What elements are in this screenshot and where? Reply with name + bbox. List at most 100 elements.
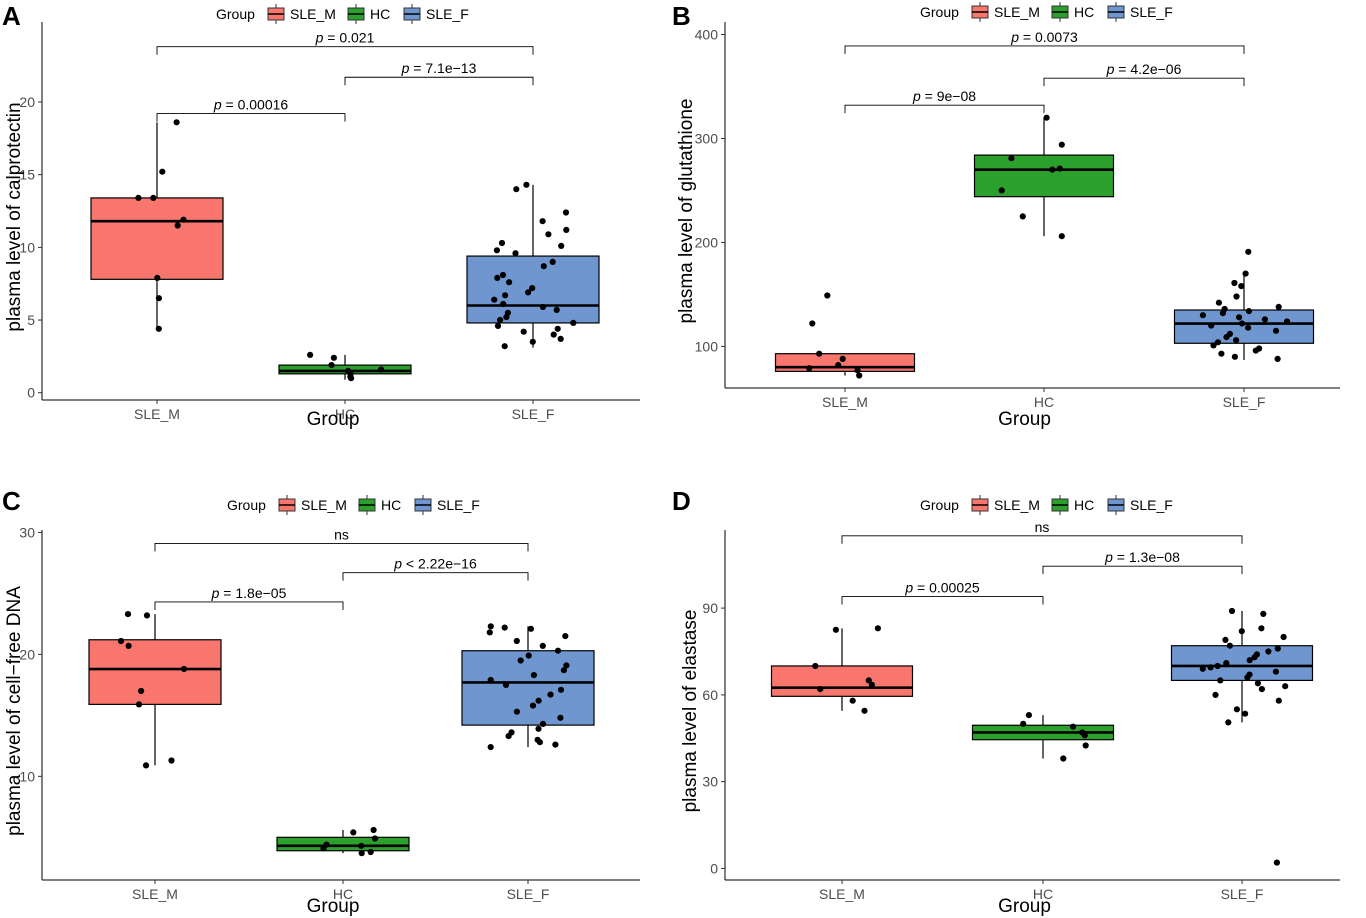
data-point (1273, 859, 1280, 866)
y-tick-label: 30 (19, 524, 35, 540)
data-point (530, 672, 538, 679)
data-point (535, 725, 542, 732)
data-point (549, 258, 556, 265)
legend-label: SLE_M (290, 6, 336, 22)
data-point (547, 691, 554, 698)
data-point (1222, 636, 1229, 644)
data-point (180, 216, 187, 223)
data-point (1081, 732, 1088, 739)
data-point (812, 662, 819, 670)
data-point (138, 687, 145, 695)
x-axis-title: Group (998, 409, 1051, 430)
bracket-line (156, 46, 534, 55)
box-iqr (1173, 309, 1315, 344)
data-point (502, 681, 510, 689)
data-point (501, 624, 508, 631)
comparison-bracket: p = 1.8e−05 (154, 585, 344, 610)
data-point (1242, 710, 1249, 717)
panel-letter: A (2, 1, 21, 31)
significance-label: p = 0.0073 (1010, 29, 1078, 45)
data-point (1265, 648, 1272, 655)
y-tick-label: 0 (27, 385, 35, 401)
significance-label: p = 0.00016 (213, 97, 289, 113)
significance-label: ns (334, 526, 349, 542)
data-point (494, 322, 502, 329)
significance-label: p < 2.22e−16 (393, 556, 477, 572)
data-point (487, 676, 494, 684)
data-point (1223, 660, 1230, 667)
box-iqr (88, 639, 222, 705)
x-tick-label: HC (333, 886, 353, 902)
data-point (328, 362, 335, 369)
y-tick-label: 20 (19, 646, 35, 662)
data-point (1272, 327, 1280, 334)
bracket-line (342, 572, 529, 581)
data-point (557, 686, 565, 693)
data-point (552, 741, 559, 748)
legend-label: SLE_F (1130, 4, 1173, 20)
legend-label: SLE_M (994, 497, 1040, 513)
data-point (1207, 664, 1214, 671)
data-point (371, 835, 378, 842)
y-tick-label: 90 (702, 600, 718, 616)
data-point (570, 319, 577, 326)
data-point (143, 612, 151, 619)
legend-key-sle_f (1107, 495, 1125, 515)
legend-key-sle_m (971, 495, 989, 515)
data-point (539, 642, 546, 650)
comparison-bracket: p < 2.22e−16 (342, 556, 529, 581)
data-point (135, 194, 142, 201)
bracket-line (844, 104, 1045, 114)
data-point (563, 226, 570, 233)
box-hc (971, 715, 1115, 759)
data-point (1008, 155, 1015, 162)
data-point (536, 739, 544, 746)
data-point (1020, 720, 1027, 727)
bracket-line (841, 535, 1243, 544)
legend-label: SLE_M (301, 497, 347, 513)
box-sle_f (1173, 273, 1315, 360)
data-point (1245, 248, 1252, 255)
data-point (486, 629, 493, 636)
data-point (865, 677, 872, 684)
legend-key-hc (358, 495, 376, 515)
data-point (1246, 657, 1253, 664)
y-axis-title: plasma level of glutathione (676, 99, 697, 324)
data-point (505, 733, 512, 740)
data-point (854, 367, 861, 374)
box-iqr (278, 364, 412, 375)
panel-b: B Group SLE_M HC SLE_F 100 200 300 400 SLE_M HC SLE… (672, 1, 1340, 430)
data-point (1058, 233, 1065, 240)
data-point (1258, 686, 1265, 693)
data-point (503, 314, 510, 321)
y-axis-title: plasma level of cell−free DNA (4, 586, 25, 836)
legend-title: Group (216, 6, 255, 22)
data-point (554, 325, 561, 332)
data-point (502, 292, 509, 299)
x-tick-label: SLE_M (819, 886, 865, 902)
data-point (998, 187, 1005, 194)
legend-title: Group (920, 4, 959, 20)
data-point (330, 354, 337, 361)
data-point (124, 611, 132, 618)
data-point (1245, 324, 1252, 331)
data-point (1208, 322, 1215, 329)
data-point (499, 271, 507, 279)
data-point (539, 720, 547, 728)
comparison-bracket: ns (841, 519, 1243, 544)
comparison-bracket: p = 4.2e−06 (1043, 61, 1245, 87)
data-point (1058, 141, 1065, 148)
x-axis-title: Group (998, 896, 1051, 917)
data-point (155, 325, 162, 332)
data-point (835, 362, 842, 369)
y-tick-label: 200 (695, 234, 719, 250)
data-point (816, 350, 823, 357)
bracket-line (344, 76, 534, 86)
data-point (1218, 350, 1225, 357)
data-point (378, 366, 385, 373)
data-point (500, 300, 507, 308)
data-point (550, 331, 557, 338)
data-point (525, 289, 532, 296)
